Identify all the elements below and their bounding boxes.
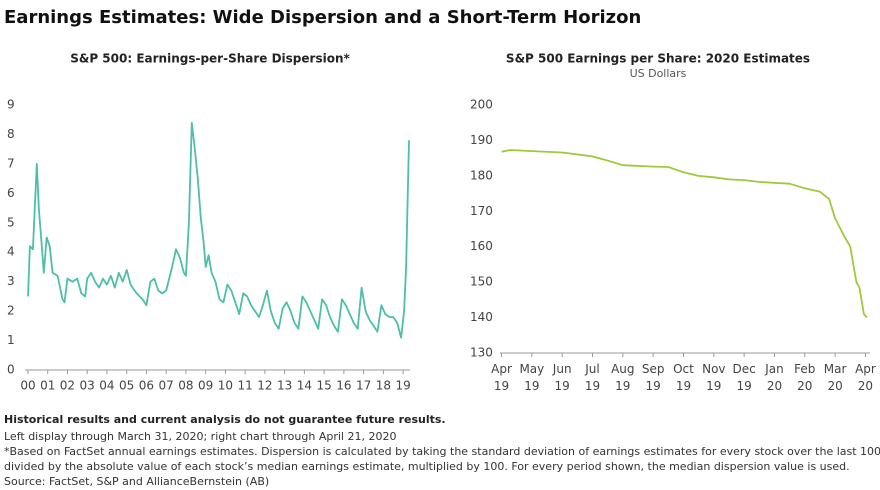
x-tick-label: 10 — [218, 379, 233, 393]
x-tick-label: 08 — [178, 379, 193, 393]
x-tick-label: 15 — [316, 379, 331, 393]
x-tick-label: 04 — [99, 379, 114, 393]
x-tick-label: 16 — [336, 379, 351, 393]
x-tick-label: 18 — [376, 379, 391, 393]
note: divided by the absolute value of each st… — [4, 460, 850, 473]
y-tick-label: 140 — [470, 310, 493, 324]
chart-title: S&P 500: Earnings-per-Share Dispersion* — [70, 52, 350, 66]
x-tick-label: 17 — [356, 379, 371, 393]
x-tick-label: Apr 20 — [855, 362, 876, 393]
y-tick-label: 3 — [7, 274, 15, 288]
x-tick-label: Mar 20 — [824, 362, 847, 393]
y-tick-label: 150 — [470, 275, 493, 289]
x-tick-label: 13 — [277, 379, 292, 393]
x-tick-label: Aug 19 — [611, 362, 634, 393]
y-tick-label: 190 — [470, 133, 493, 147]
y-tick-label: 2 — [7, 304, 15, 318]
x-tick-label: 01 — [40, 379, 55, 393]
x-tick-label: Dec 19 — [733, 362, 756, 393]
note: *Based on FactSet annual earnings estima… — [4, 445, 880, 458]
x-tick-label: 06 — [139, 379, 154, 393]
x-tick-label: 03 — [80, 379, 95, 393]
x-tick-label: Oct 19 — [673, 362, 694, 393]
y-tick-label: 6 — [7, 186, 15, 200]
disclaimer: Historical results and current analysis … — [4, 413, 446, 426]
y-tick-label: 5 — [7, 215, 15, 229]
chart-title: S&P 500 Earnings per Share: 2020 Estimat… — [506, 52, 810, 66]
x-tick-label: Jul 19 — [584, 362, 600, 393]
x-tick-label: 14 — [297, 379, 312, 393]
y-tick-label: 0 — [7, 363, 15, 377]
page-title: Earnings Estimates: Wide Dispersion and … — [4, 7, 641, 28]
data-line — [501, 149, 868, 319]
data-line — [27, 121, 410, 339]
x-tick-label: Sep 19 — [642, 362, 665, 393]
x-tick-label: Feb 20 — [794, 362, 815, 393]
note: Source: FactSet, S&P and AllianceBernste… — [4, 475, 269, 488]
x-tick-label: Jun 19 — [552, 362, 572, 393]
x-tick-label: 19 — [395, 379, 410, 393]
y-tick-label: 4 — [7, 245, 15, 259]
y-tick-label: 130 — [470, 346, 493, 360]
x-tick-label: 07 — [159, 379, 174, 393]
x-tick-label: 09 — [198, 379, 213, 393]
x-tick-label: Apr 19 — [491, 362, 512, 393]
x-tick-label: Nov 19 — [702, 362, 725, 393]
y-tick-label: 170 — [470, 204, 493, 218]
x-tick-label: 12 — [257, 379, 272, 393]
x-tick-label: May 19 — [519, 362, 544, 393]
chart-subtitle: US Dollars — [630, 67, 687, 80]
y-tick-label: 9 — [7, 98, 15, 112]
y-tick-label: 8 — [7, 127, 15, 141]
x-tick-label: 02 — [60, 379, 75, 393]
x-tick-label: 00 — [20, 379, 35, 393]
y-tick-label: 160 — [470, 239, 493, 253]
x-tick-label: 05 — [119, 379, 134, 393]
x-tick-label: 11 — [238, 379, 253, 393]
note: Left display through March 31, 2020; rig… — [4, 430, 396, 443]
y-tick-label: 180 — [470, 168, 493, 182]
y-tick-label: 1 — [7, 333, 15, 347]
y-tick-label: 7 — [7, 156, 15, 170]
y-tick-label: 200 — [470, 98, 493, 112]
x-tick-label: Jan 20 — [764, 362, 784, 393]
